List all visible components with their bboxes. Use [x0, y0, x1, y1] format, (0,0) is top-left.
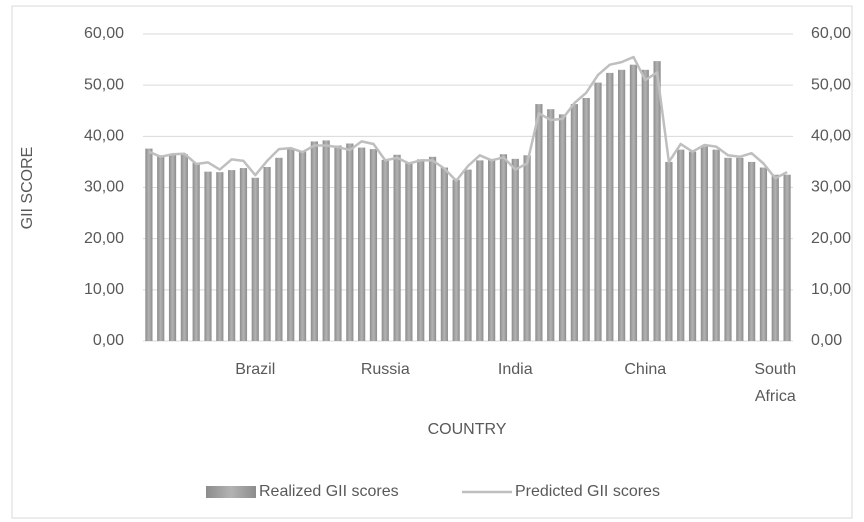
bar: [452, 179, 460, 341]
x-tick-label: India: [498, 361, 533, 378]
bar: [346, 143, 354, 341]
bar: [511, 158, 519, 341]
bar: [535, 104, 543, 342]
bar: [641, 69, 649, 342]
bar: [216, 172, 224, 341]
bar: [759, 167, 768, 341]
bar: [310, 141, 318, 341]
bar: [558, 114, 567, 341]
bar: [464, 169, 472, 341]
bar: [688, 151, 697, 341]
y2-tick-label: 20,00: [811, 230, 851, 247]
y2-tick-label: 0,00: [811, 332, 842, 349]
bar: [239, 168, 248, 341]
bar: [748, 161, 756, 341]
bar: [523, 155, 531, 341]
bar: [157, 155, 165, 341]
y-tick-label: 30,00: [84, 179, 124, 196]
bar: [629, 64, 638, 341]
bar: [677, 149, 685, 341]
bar: [322, 140, 330, 341]
bar: [428, 156, 437, 341]
bar: [358, 147, 366, 341]
bar: [618, 69, 626, 342]
bar: [180, 154, 188, 341]
bar: [606, 72, 614, 342]
y-tick-label: 50,00: [84, 76, 124, 93]
bar: [204, 171, 212, 341]
y2-tick-label: 40,00: [811, 128, 851, 145]
bar: [405, 162, 413, 341]
x-tick-label: China: [624, 361, 666, 378]
bar: [287, 149, 295, 341]
bar: [712, 149, 720, 341]
legend-label: Predicted GII scores: [515, 483, 660, 500]
bar: [228, 170, 236, 341]
bar: [168, 154, 177, 341]
bar: [192, 162, 200, 341]
bar: [298, 151, 307, 341]
bar: [736, 157, 744, 341]
bar: [263, 167, 271, 341]
bar: [275, 157, 283, 341]
bar: [499, 154, 508, 341]
y-tick-label: 10,00: [84, 281, 124, 298]
bar: [724, 157, 732, 341]
legend-label: Realized GII scores: [259, 483, 399, 500]
bar: [393, 154, 401, 341]
y-tick-label: 0,00: [93, 332, 124, 349]
y-tick-label: 60,00: [84, 25, 124, 42]
bar: [582, 97, 590, 341]
bar: [440, 167, 448, 341]
bar: [381, 159, 389, 341]
y-tick-label: 20,00: [84, 230, 124, 247]
x-tick-label: Russia: [361, 361, 410, 378]
y2-tick-label: 30,00: [811, 179, 851, 196]
y2-tick-label: 60,00: [811, 25, 851, 42]
y2-tick-label: 50,00: [811, 76, 851, 93]
bar: [145, 148, 153, 341]
bar: [476, 160, 484, 341]
bar: [771, 174, 779, 341]
legend-swatch: [206, 486, 256, 498]
bar: [369, 149, 378, 341]
bar: [334, 145, 342, 341]
x-axis-label: COUNTRY: [428, 421, 507, 438]
bar: [251, 177, 259, 341]
y-axis-label: GII SCORE: [19, 147, 36, 230]
y-tick-label: 40,00: [84, 128, 124, 145]
bar: [417, 159, 425, 341]
bar: [700, 146, 708, 341]
bar: [665, 161, 673, 341]
bar: [594, 82, 602, 341]
bar: [783, 174, 791, 341]
bar: [570, 104, 578, 342]
y2-tick-label: 10,00: [811, 281, 851, 298]
bar: [653, 61, 661, 341]
x-tick-label: Brazil: [235, 361, 275, 378]
bar: [488, 158, 496, 341]
bar: [547, 109, 555, 341]
line: [148, 55, 788, 183]
x-tick-label: South Africa: [754, 361, 796, 405]
